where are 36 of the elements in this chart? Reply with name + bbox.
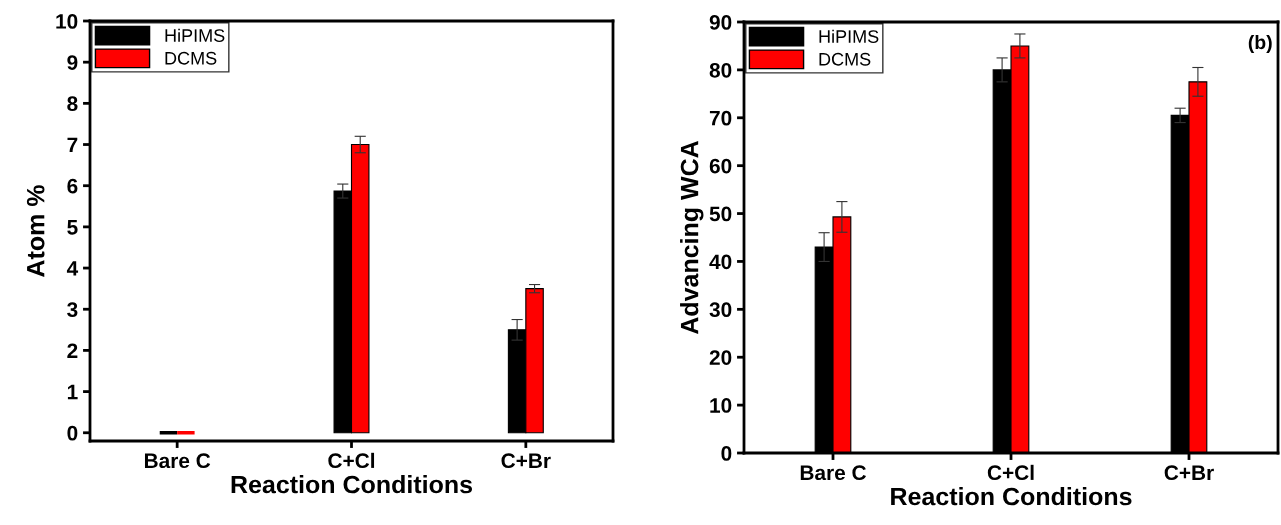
x-tick-label: Bare C bbox=[144, 453, 211, 469]
y-tick-label: 70 bbox=[709, 110, 732, 126]
annotation: (b) bbox=[1248, 34, 1272, 54]
y-axis-title: Advancing WCA bbox=[680, 140, 704, 335]
y-tick-label: 10 bbox=[710, 398, 732, 413]
y-axis-title: Atom % bbox=[26, 185, 45, 277]
y-tick-label: 10 bbox=[56, 14, 78, 29]
y-tick-label: 4 bbox=[66, 261, 79, 276]
x-tick-label: C+Cl bbox=[328, 452, 375, 469]
x-tick-label: C+Cl bbox=[987, 464, 1034, 481]
y-tick-label: 30 bbox=[709, 302, 732, 318]
x-tick-label: C+Br bbox=[501, 453, 551, 469]
y-tick-label: 6 bbox=[67, 178, 78, 194]
legend-label: DCMS bbox=[819, 52, 871, 66]
y-tick-label: 7 bbox=[67, 137, 78, 153]
y-tick-label: 0 bbox=[721, 446, 732, 461]
y-tick-label: 3 bbox=[67, 302, 78, 318]
x-axis-title: Reaction Conditions bbox=[231, 475, 473, 494]
legend-label: HiPIMS bbox=[165, 28, 225, 42]
y-tick-label: 0 bbox=[67, 425, 78, 441]
legend-label: HiPIMS bbox=[819, 29, 879, 43]
y-tick-label: 90 bbox=[709, 15, 732, 30]
y-tick-label: 8 bbox=[67, 96, 78, 112]
y-tick-label: 80 bbox=[709, 62, 732, 78]
y-tick-label: 20 bbox=[709, 350, 732, 365]
y-tick-label: 40 bbox=[709, 254, 732, 270]
x-tick-label: C+Br bbox=[1164, 465, 1214, 481]
y-tick-label: 2 bbox=[67, 343, 78, 358]
y-tick-label: 5 bbox=[67, 220, 78, 235]
y-tick-label: 60 bbox=[709, 158, 732, 174]
y-tick-label: 50 bbox=[709, 206, 732, 222]
y-tick-label: 1 bbox=[67, 384, 78, 400]
y-tick-label: 9 bbox=[67, 55, 78, 70]
legend-label: DCMS bbox=[165, 51, 217, 65]
x-axis-title: Reaction Conditions bbox=[891, 487, 1132, 506]
x-tick-label: Bare C bbox=[800, 465, 867, 481]
